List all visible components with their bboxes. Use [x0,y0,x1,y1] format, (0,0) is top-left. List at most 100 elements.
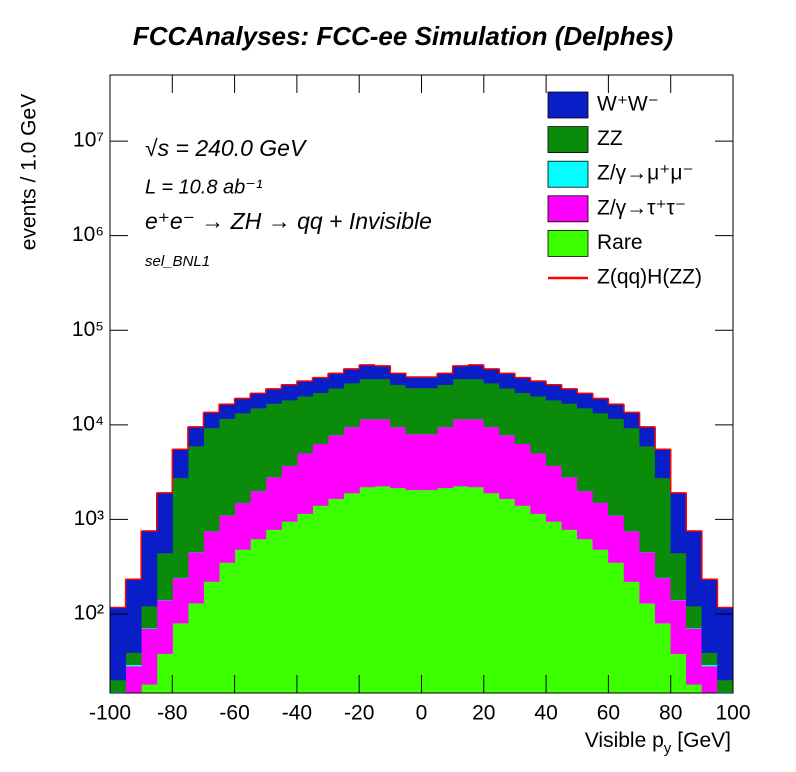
annotation: √s = 240.0 GeV [145,135,308,161]
histogram-bar [265,529,282,693]
histogram-bar [343,368,360,384]
histogram-bar [561,388,578,404]
legend-label: Rare [597,231,643,254]
histogram-bar [296,453,313,514]
histogram-bar [140,684,158,693]
histogram-bar [545,384,563,401]
histogram-bar [405,489,422,693]
x-axis-label: Visible py [GeV] [585,729,731,757]
histogram-bar [639,445,656,553]
histogram-bar [468,378,485,420]
y-axis-label: events / 1.0 GeV [18,94,41,250]
histogram-bar [592,549,609,693]
histogram-bar [249,407,267,492]
histogram-bar [203,427,220,532]
histogram-bar [218,418,236,516]
x-label-part: y [664,740,672,757]
histogram-bar [701,652,718,666]
histogram-bar [514,377,532,394]
histogram-bar [514,443,532,506]
histogram-bar [639,426,656,447]
x-tick-label: -60 [219,702,249,725]
histogram-bar [592,502,609,550]
histogram-bar [312,392,329,444]
histogram-bar [218,562,236,693]
histogram-bar [468,486,485,693]
histogram-bar [421,387,438,435]
histogram-bar [374,485,391,693]
histogram-bar [499,388,516,436]
histogram-bar [359,486,376,693]
histogram-bar [249,538,267,693]
histogram-bar [327,498,345,693]
histogram-bar [654,477,672,578]
histogram-bar [218,404,236,419]
histogram-bar [327,373,345,389]
histogram-bar [156,653,173,693]
histogram-bar [359,418,376,488]
x-tick-label: 0 [416,702,428,725]
x-tick-label: -80 [157,702,187,725]
histogram-bar [654,577,672,624]
histogram-bar [483,492,500,693]
legend-swatch [547,195,589,223]
histogram-bar [452,365,469,380]
plot-area [110,364,733,693]
legend-label: Z/γ→μ⁺μ⁻ [597,162,694,185]
histogram-bar [390,373,407,385]
legend-label: ZZ [597,127,623,150]
histogram-bar [577,490,594,540]
histogram-bar [203,581,220,693]
histogram-bar [499,498,516,693]
histogram-bar [405,376,422,389]
histogram-bar [701,664,718,667]
histogram-bar [499,373,516,389]
histogram-bar [686,605,703,629]
histogram-bar [281,384,298,401]
y-tick-label: 10⁷ [73,129,104,152]
y-tick-label: 10³ [74,507,104,530]
histogram-bar [140,605,158,629]
histogram-bar [218,515,236,563]
legend-swatch [547,229,589,257]
histogram-bar [639,602,656,693]
histogram-bar [265,388,282,404]
histogram-bar [390,426,407,489]
histogram-bar [608,562,625,693]
histogram-bar [421,489,438,693]
histogram-bar [452,485,469,693]
histogram-bar [234,398,251,414]
y-tick-label: 10⁵ [72,318,104,341]
histogram-bar [249,393,267,409]
histogram-bar [717,679,733,693]
histogram-bar [125,664,142,667]
histogram-bar [203,412,220,429]
histogram-bar [249,490,267,540]
histogram-bar [156,492,173,554]
histogram-bar [125,579,142,653]
x-tick-label: -40 [282,702,312,725]
x-tick-label: 60 [597,702,620,725]
histogram-bar [421,376,438,389]
histogram-bar [140,530,158,607]
histogram-bar [374,365,391,380]
histogram-bar [405,387,422,435]
histogram-bar [421,433,438,491]
histogram-bar [623,412,641,429]
histogram-bar [156,552,173,601]
legend: W⁺W⁻ ZZ Z/γ→μ⁺μ⁻ Z/γ→τ⁺τ⁻ Rare Z(qq)H(ZZ) [547,91,702,289]
histogram-bar [203,531,220,582]
histogram-bar [234,412,251,503]
histogram-bar [327,434,345,500]
histogram-bar [234,502,251,550]
x-label-part: Visible p [585,729,664,752]
histogram-bar [483,383,500,428]
x-tick-label: -20 [344,702,374,725]
histogram-bar [172,577,189,624]
histogram-bar [452,418,469,487]
histogram-bar [312,443,329,506]
x-label-part: [GeV] [677,729,731,752]
histogram-bar [327,388,345,436]
histogram-bar [577,538,594,693]
